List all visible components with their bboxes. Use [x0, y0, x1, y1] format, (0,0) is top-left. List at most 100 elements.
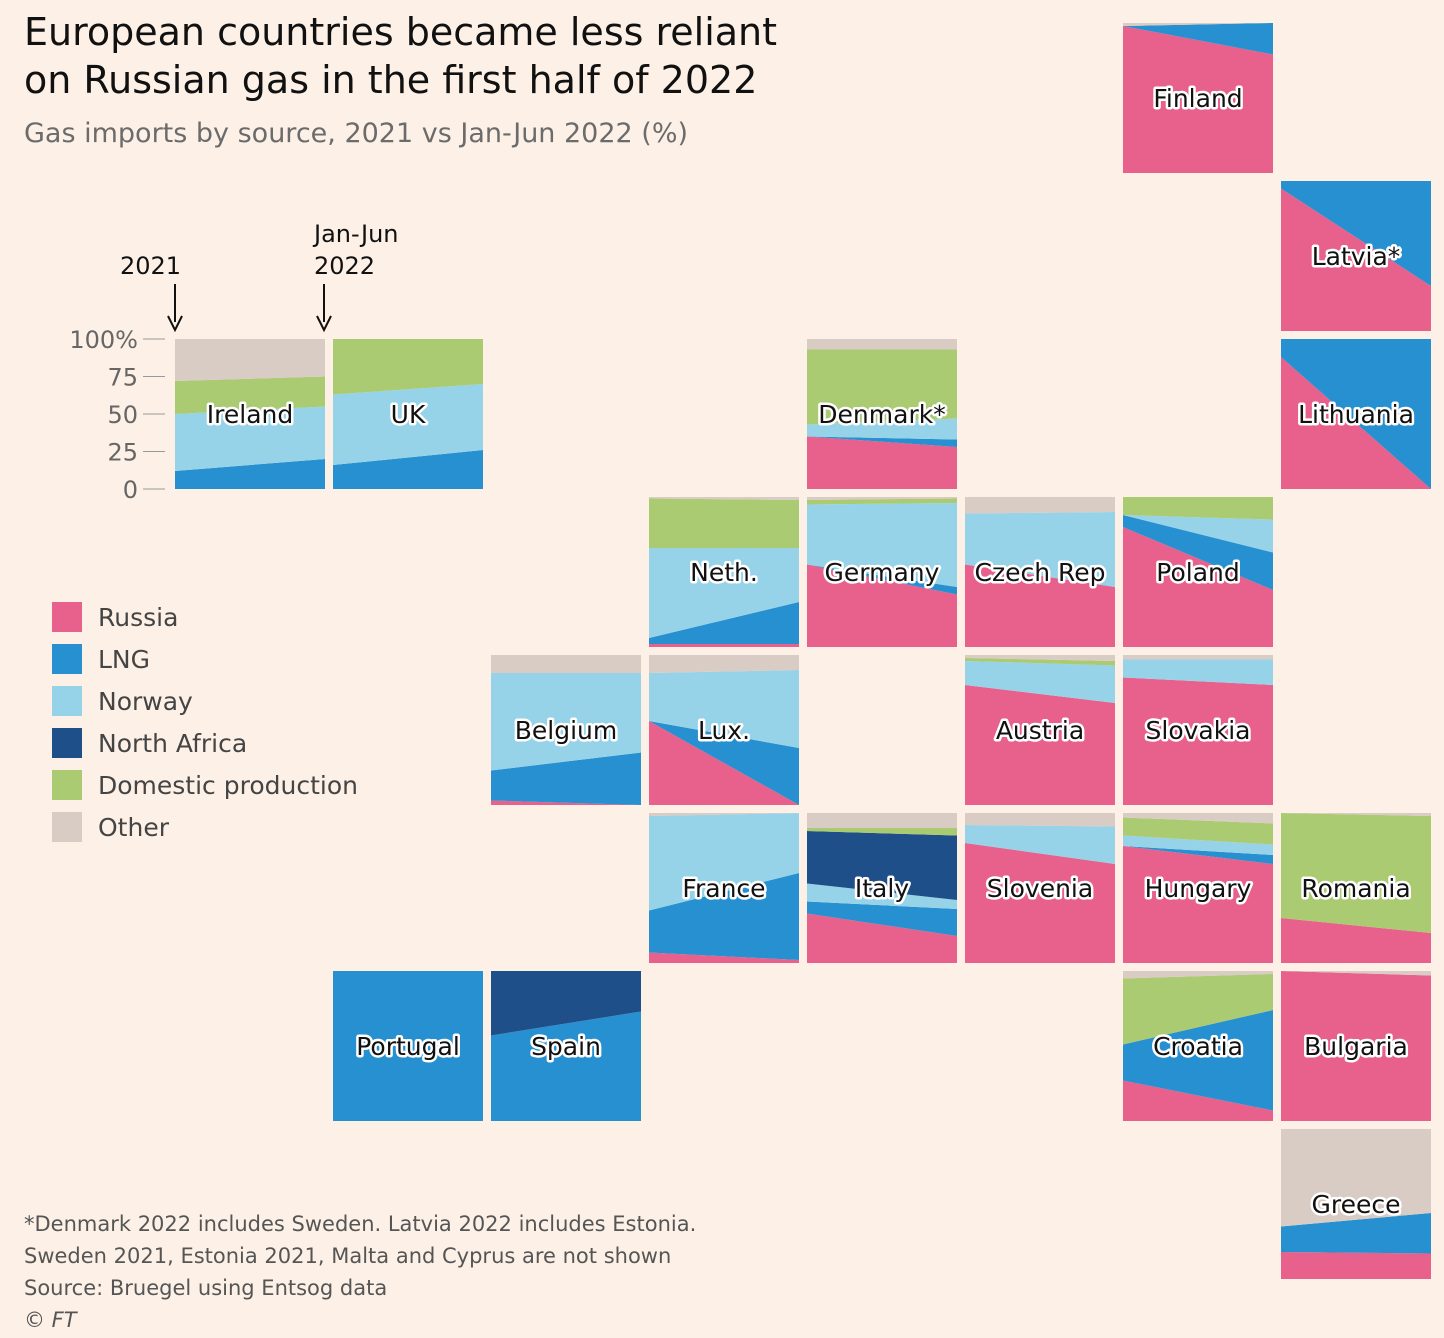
tile-hungary: Hungary — [1123, 813, 1273, 963]
area-slovenia-other — [965, 813, 1115, 827]
country-label-romania: Romania — [1301, 874, 1410, 903]
tile-lux: Lux. — [649, 655, 799, 805]
area-austria-domestic-production — [965, 658, 1115, 666]
area-portugal-lng — [333, 971, 483, 1121]
area-latvia-lng — [1281, 181, 1431, 286]
legend-swatch-norway — [52, 686, 82, 716]
area-uk-norway — [333, 384, 483, 465]
area-slovakia-russia — [1123, 677, 1273, 805]
area-italy-other — [807, 813, 957, 828]
country-label-neth: Neth. — [690, 558, 758, 587]
area-france-lng — [649, 873, 799, 960]
source-note: Source: Bruegel using Entsog data — [24, 1276, 388, 1300]
legend-label-other: Other — [98, 812, 169, 842]
area-germany-other — [807, 497, 957, 500]
area-slovenia-russia — [965, 843, 1115, 963]
guide-label-2022-line2: 2022 — [314, 252, 375, 280]
area-hungary-norway — [1123, 835, 1273, 855]
tile-finland: Finland — [1123, 23, 1273, 173]
area-italy-domestic-production — [807, 828, 957, 836]
country-label-poland: Poland — [1156, 558, 1239, 587]
footnote-line-1: *Denmark 2022 includes Sweden. Latvia 20… — [24, 1212, 697, 1236]
area-poland-norway — [1123, 515, 1273, 553]
area-austria-norway — [965, 661, 1115, 703]
area-czech-rep-norway — [965, 512, 1115, 587]
area-lux-norway — [649, 670, 799, 748]
chart-title: European countries became less reliant o… — [24, 10, 778, 102]
y-tick-label-100: 100% — [69, 326, 138, 354]
y-tick-label-75: 75 — [107, 364, 138, 392]
area-finland-other — [1123, 23, 1273, 26]
tile-latvia: Latvia* — [1281, 181, 1431, 331]
area-denmark-other — [807, 339, 957, 350]
country-label-slovakia: Slovakia — [1146, 716, 1251, 745]
country-tiles: Finland Latvia* Ireland UK Denmark* Lithuania… — [175, 23, 1431, 1279]
area-slovakia-norway — [1123, 659, 1273, 685]
area-uk-domestic-production — [333, 339, 483, 395]
area-hungary-other — [1123, 813, 1273, 824]
area-lithuania-lng — [1281, 339, 1431, 489]
legend-label-russia: Russia — [98, 602, 179, 632]
area-bulgaria-russia — [1281, 971, 1431, 1121]
area-denmark-russia — [807, 436, 957, 489]
country-label-lux: Lux. — [698, 716, 750, 745]
area-italy-norway — [807, 883, 957, 909]
country-label-germany: Germany — [825, 558, 940, 587]
tile-spain: Spain — [491, 971, 641, 1121]
tile-slovenia: Slovenia — [965, 813, 1115, 963]
country-label-lithuania: Lithuania — [1298, 400, 1414, 429]
legend-swatch-domestic-production — [52, 770, 82, 800]
legend-label-north-africa: North Africa — [98, 728, 248, 758]
y-tick-label-50: 50 — [107, 401, 138, 429]
area-czech-rep-russia — [965, 564, 1115, 647]
tile-france: France — [649, 813, 799, 963]
footnotes: *Denmark 2022 includes Sweden. Latvia 20… — [24, 1208, 696, 1336]
country-label-latvia: Latvia* — [1312, 242, 1401, 271]
area-germany-lng — [807, 564, 957, 595]
country-label-czech-rep: Czech Rep — [975, 558, 1106, 587]
tile-romania: Romania — [1281, 813, 1431, 963]
area-denmark-norway — [807, 418, 957, 440]
area-denmark-domestic-production — [807, 349, 957, 425]
area-hungary-lng — [1123, 846, 1273, 864]
chart-subtitle: Gas imports by source, 2021 vs Jan-Jun 2… — [24, 118, 689, 149]
area-germany-russia — [807, 564, 957, 647]
country-label-uk: UK — [391, 400, 426, 429]
guide-arrow-2021-head — [167, 315, 183, 333]
area-ireland-lng — [175, 459, 325, 489]
area-greece-russia — [1281, 1252, 1431, 1279]
area-hungary-domestic-production — [1123, 817, 1273, 845]
country-label-croatia: Croatia — [1153, 1032, 1243, 1061]
tile-portugal: Portugal — [333, 971, 483, 1121]
legend-label-domestic-production: Domestic production — [98, 770, 358, 800]
country-label-france: France — [682, 874, 765, 903]
legend-swatch-lng — [52, 644, 82, 674]
tile-poland: Poland — [1123, 497, 1273, 647]
tile-germany: Germany — [807, 497, 957, 647]
legend-swatch-north-africa — [52, 728, 82, 758]
area-croatia-domestic-production — [1123, 974, 1273, 1045]
area-germany-domestic-production — [807, 498, 957, 505]
area-romania-domestic-production — [1281, 813, 1431, 933]
area-hungary-russia — [1123, 846, 1273, 963]
legend-item-lng: LNG — [52, 638, 358, 680]
legend-swatch-russia — [52, 602, 82, 632]
country-label-italy: Italy — [855, 874, 909, 903]
guide-label-2021: 2021 — [120, 252, 181, 280]
area-lux-other — [649, 655, 799, 673]
area-denmark-lng — [807, 436, 957, 447]
country-label-finland: Finland — [1153, 84, 1242, 113]
area-belgium-other — [491, 655, 641, 673]
legend-item-russia: Russia — [52, 596, 358, 638]
area-slovenia-norway — [965, 825, 1115, 864]
country-label-denmark: Denmark* — [818, 400, 945, 429]
legend-label-lng: LNG — [98, 644, 151, 674]
area-neth-russia — [649, 644, 799, 647]
country-label-bulgaria: Bulgaria — [1304, 1032, 1408, 1061]
area-france-russia — [649, 952, 799, 963]
area-italy-north-africa — [807, 831, 957, 900]
country-label-greece: Greece — [1312, 1190, 1401, 1219]
legend-label-norway: Norway — [98, 686, 193, 716]
country-label-spain: Spain — [531, 1032, 601, 1061]
